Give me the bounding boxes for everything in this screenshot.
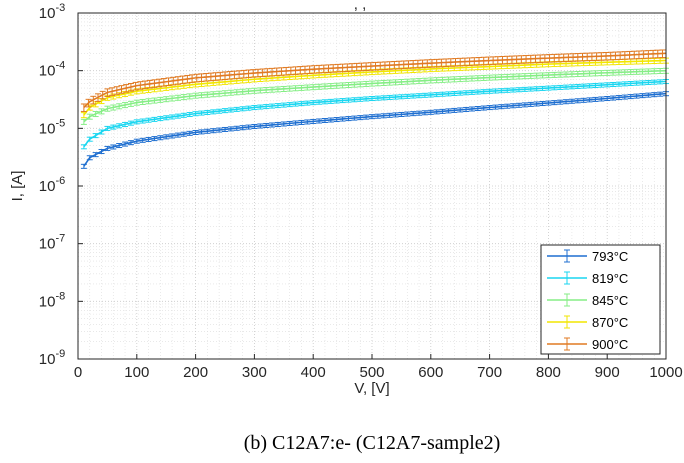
series-line <box>83 59 667 116</box>
series-1 <box>80 91 669 169</box>
series-5 <box>80 49 667 113</box>
y-tick-label: 10-8 <box>39 290 65 310</box>
series-line <box>83 80 667 148</box>
legend-label: 870°C <box>592 315 628 330</box>
legend-label: 845°C <box>592 293 628 308</box>
x-axis-label: V, [V] <box>354 380 389 397</box>
series-line <box>83 92 667 167</box>
series-line <box>83 52 667 109</box>
x-tick-label: 0 <box>74 364 82 381</box>
y-axis-label: I, [A] <box>9 171 26 202</box>
x-tick-label: 800 <box>536 364 561 381</box>
legend-label: 900°C <box>592 337 628 352</box>
legend-label: 819°C <box>592 271 628 286</box>
x-tick-label: 300 <box>242 364 267 381</box>
x-tick-label: 900 <box>595 364 620 381</box>
legend-label: 793°C <box>592 249 628 264</box>
series-3 <box>80 67 669 125</box>
x-axis: 0 100 200 300 400 500 600 700 800 900 1000 <box>74 354 683 381</box>
x-tick-label: 400 <box>301 364 326 381</box>
legend: 793°C 819°C 845°C 870°C 900°C <box>540 244 661 355</box>
y-tick-label: 10-7 <box>39 233 65 253</box>
title-fragment: , , <box>354 0 367 13</box>
x-tick-label: 700 <box>477 364 502 381</box>
figure-caption: (b) C12A7:e- (C12A7-sample2) <box>244 432 501 454</box>
y-tick-label: 10-5 <box>39 117 65 137</box>
x-tick-label: 500 <box>359 364 384 381</box>
x-tick-label: 1000 <box>649 364 682 381</box>
y-tick-label: 10-9 <box>39 348 65 368</box>
x-tick-label: 100 <box>124 364 149 381</box>
x-tick-label: 600 <box>418 364 443 381</box>
series-2 <box>80 79 669 150</box>
x-tick-label: 200 <box>183 364 208 381</box>
y-tick-label: 10-6 <box>39 175 65 195</box>
series-layer <box>80 49 669 169</box>
y-tick-label: 10-3 <box>39 2 65 22</box>
y-tick-label: 10-4 <box>39 60 65 80</box>
series-line <box>83 69 667 123</box>
y-axis: 10-9 10-8 10-7 10-6 10-5 10-4 10-3 <box>39 2 83 368</box>
